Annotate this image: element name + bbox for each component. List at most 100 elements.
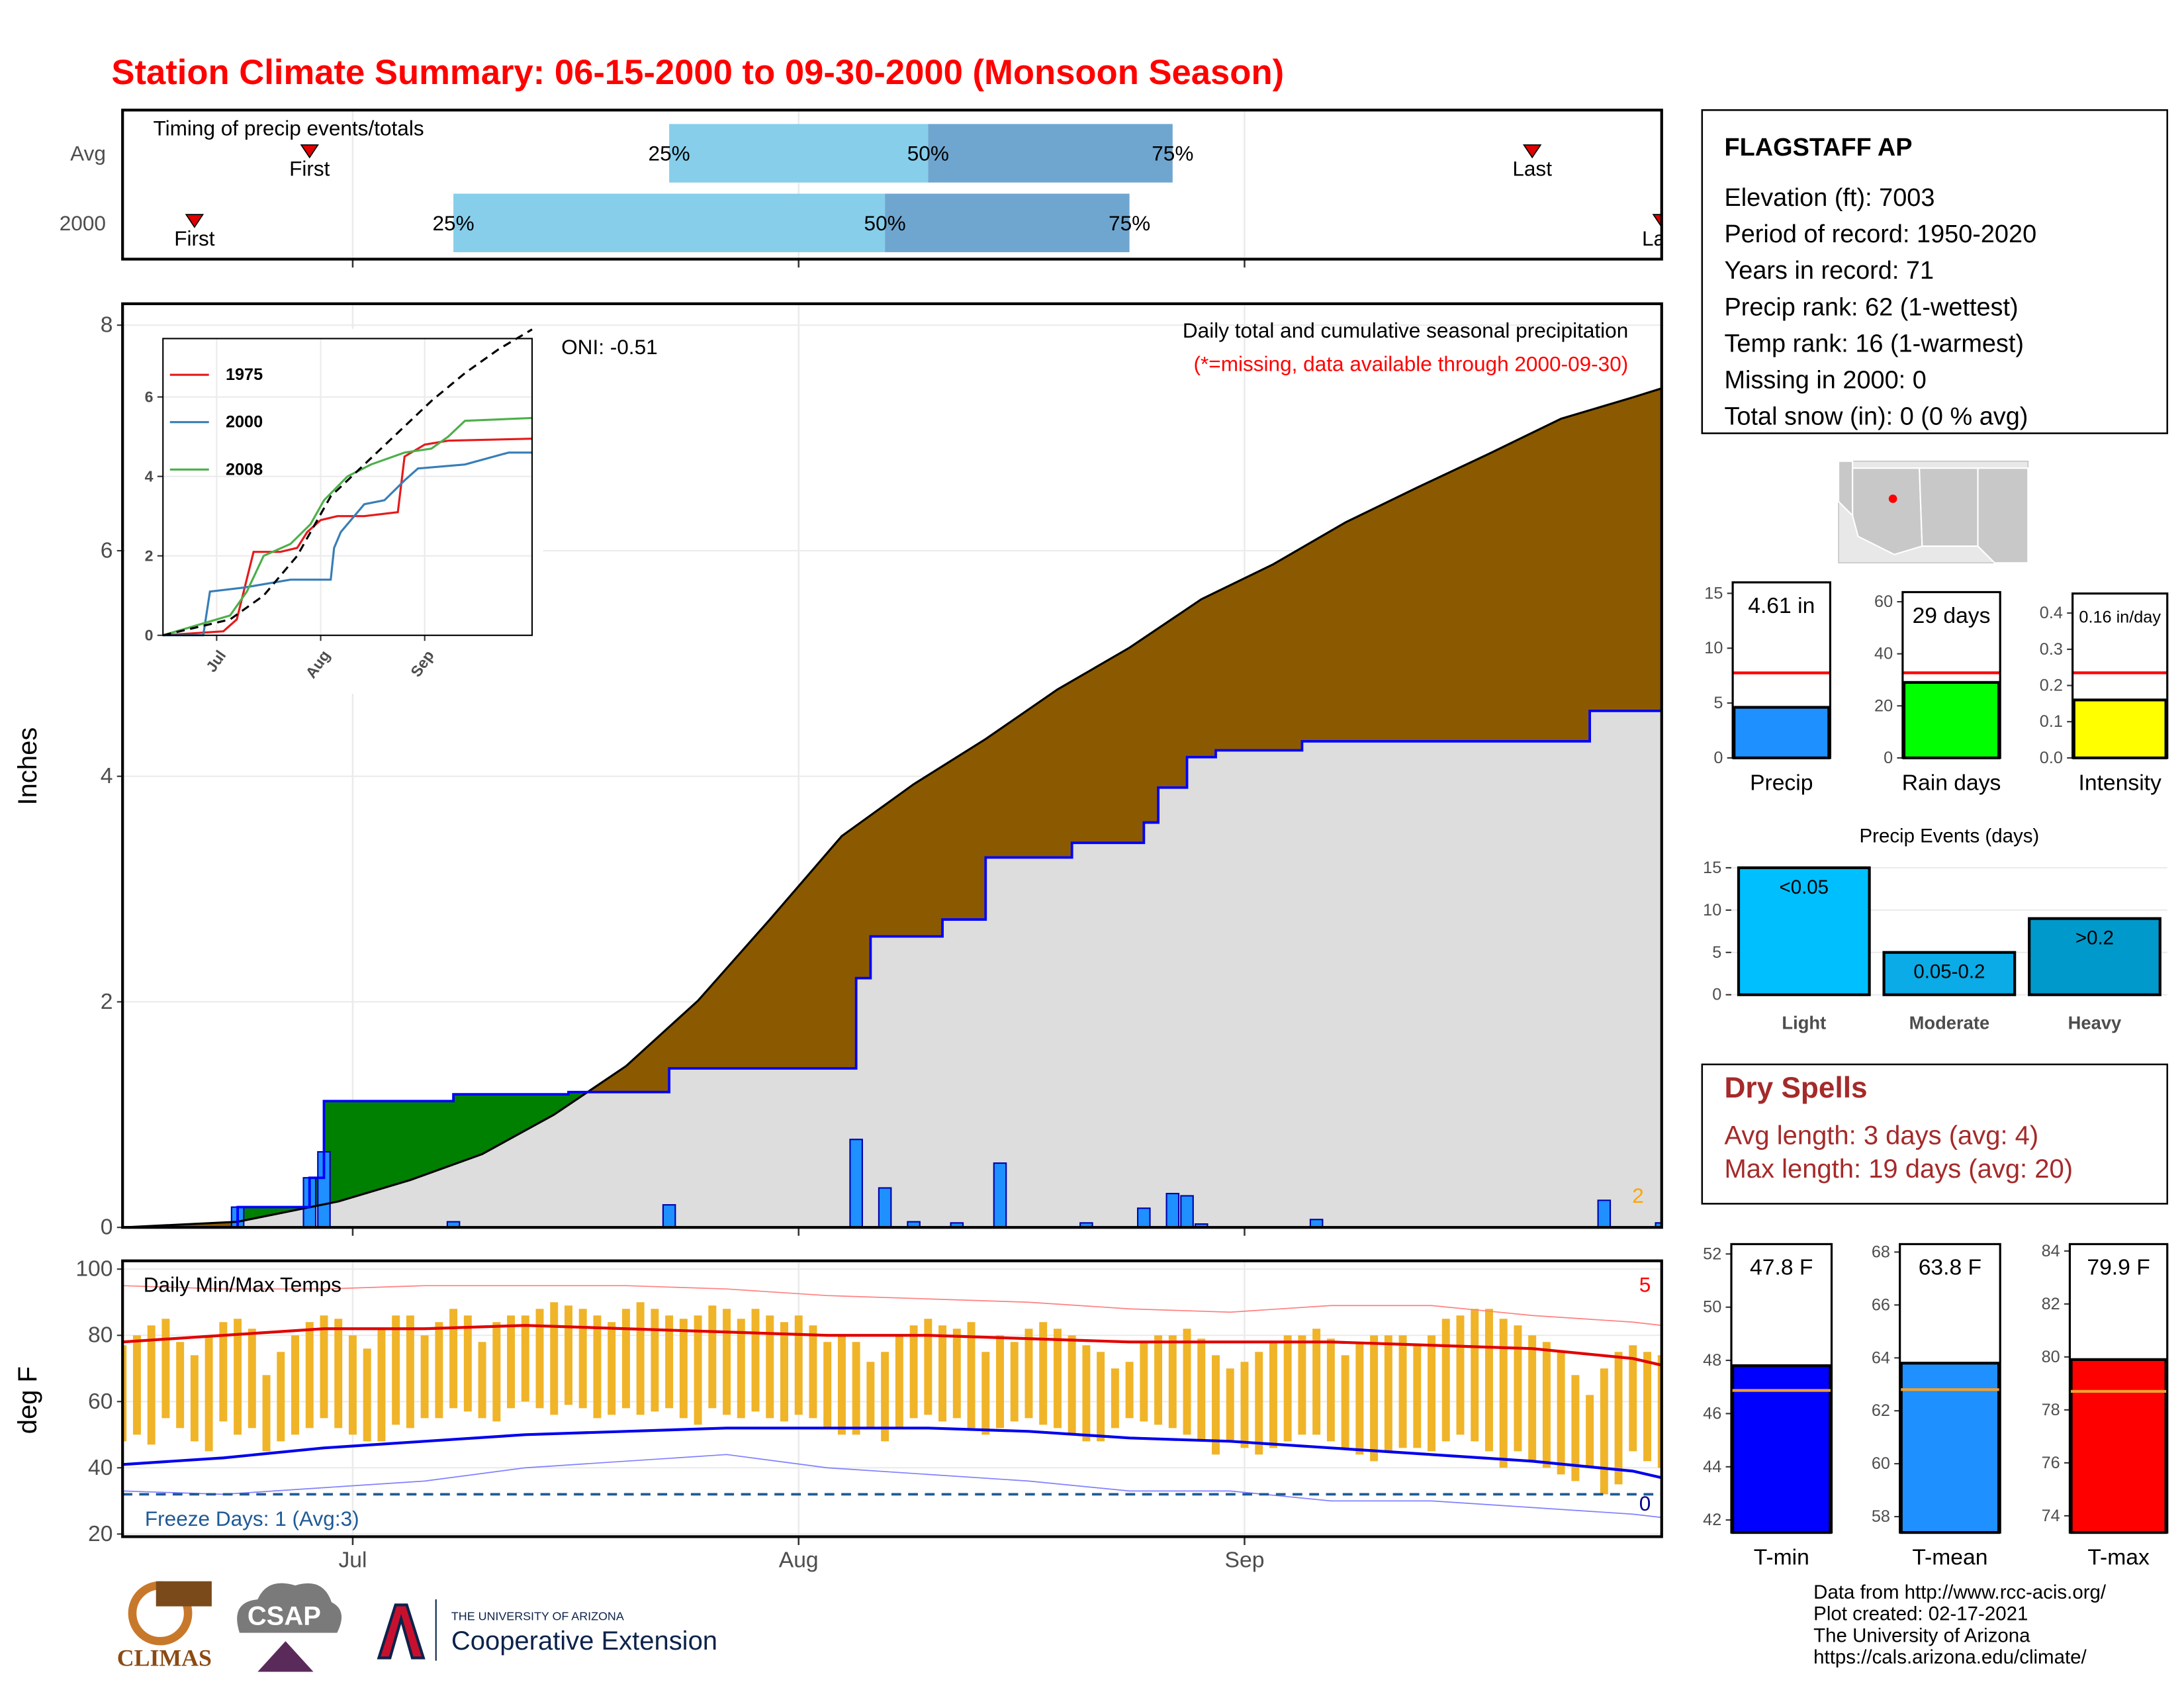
summary-bar [1902,680,2001,760]
daily-temp-bar [234,1319,242,1435]
daily-temp-bar [550,1302,559,1415]
value-label: 79.9 F [2087,1256,2150,1280]
panel-frame [121,302,1663,1229]
daily-temp-bar [1197,1338,1206,1442]
daily-temp-bar [837,1335,846,1435]
station-name: FLAGSTAFF AP [1724,134,1912,162]
y-axis-title: Inches [13,727,42,806]
y-tick-label: 60 [1874,592,1893,611]
row-label: 2000 [60,211,106,235]
legend-label: 2000 [226,413,263,432]
daily-temp-bar [463,1315,472,1412]
daily-temp-bar [737,1319,745,1419]
chart-subtitle: (*=missing, data available through 2000-… [1194,352,1629,375]
y-tick-label: 78 [2042,1401,2060,1419]
info-box [1701,109,2169,434]
daily-temp-bar [291,1335,299,1435]
daily-temp-bar [1097,1352,1105,1442]
y-tick-label: 0 [1712,986,1721,1004]
daily-temp-bar [1557,1352,1565,1475]
y-tick-label: 0 [1884,749,1893,767]
info-line: Years in record: 71 [1724,257,1934,285]
series-line [163,451,532,637]
daily-temp-bar [1240,1362,1249,1448]
daily-temp-bar [1441,1319,1450,1442]
daily-temp-bar [1125,1362,1134,1419]
summary-bar [1731,1364,1832,1534]
daily-temp-bar [219,1322,228,1422]
y-tick-label: 5 [1713,694,1723,712]
daily-temp-bar [1586,1395,1594,1468]
daily-temp-bar [981,1352,990,1435]
daily-temp-bar [1600,1368,1608,1495]
footer-line: Data from http://www.rcc-acis.org/ [1813,1581,2107,1603]
event-bar [1882,951,2017,996]
chart-title: Daily Min/Max Temps [144,1272,341,1296]
event-label: Last [1512,157,1552,181]
daily-temp-bar [535,1309,544,1409]
record-low-count: 0 [1639,1491,1651,1515]
y-tick-label: 0.0 [2040,749,2063,767]
daily-precip-bar [1180,1195,1194,1228]
category-label: Moderate [1909,1012,1990,1033]
x-tick-label: Jul [338,1548,367,1573]
logos: CLIMAS CSAP THE UNIVERSITY OF ARIZONA Co… [117,1581,717,1672]
y-tick-label: 82 [2042,1295,2060,1313]
normal-line [122,1324,1662,1367]
y-tick-label: 60 [88,1389,113,1414]
event-label: Last [1642,226,1682,250]
daily-precip-bar [849,1139,863,1228]
info-lines: Elevation (ft): 7003 Period of record: 19… [1724,184,2036,431]
daily-temp-bar [132,1335,141,1435]
y-tick-label: 58 [1872,1507,1890,1526]
daily-temp-bar [1226,1368,1234,1442]
y-tick-label: 5 [1712,943,1721,962]
daily-temp-bar [435,1322,443,1419]
footer-line: The University of Arizona [1813,1624,2030,1646]
footer-line: Plot created: 02-17-2021 [1813,1603,2028,1625]
summary-bar [1733,706,1831,760]
daily-temp-bar [521,1315,529,1402]
dry-spell-line: Max length: 19 days (avg: 20) [1724,1154,2073,1184]
daily-precip-bar [662,1204,676,1228]
event-marker [300,144,319,159]
daily-temp-bar [377,1329,386,1442]
y-tick-label: 62 [1872,1401,1890,1420]
value-label: 47.8 F [1750,1256,1813,1280]
event-marker [185,214,205,228]
daily-temp-bar [1269,1342,1277,1448]
y-tick-label: 48 [1703,1351,1721,1370]
y-tick-label: 2 [101,990,113,1014]
dry-spell-line: Avg length: 3 days (avg: 4) [1724,1121,2038,1150]
daily-precip-bar [1165,1193,1180,1228]
daily-temp-bar [277,1352,285,1442]
daily-temp-bar [1154,1335,1163,1425]
daily-temp-bar [593,1315,602,1419]
count-label: 2 [1632,1184,1644,1207]
daily-temp-bar [564,1305,572,1405]
daily-temp-bar [723,1309,731,1415]
y-tick-label: 0 [101,1215,113,1240]
daily-temp-bar [1499,1319,1508,1468]
legend-label: 1975 [226,365,263,384]
daily-temp-bar [478,1342,486,1419]
info-line: Missing in 2000: 0 [1724,367,1926,395]
quartile-label: 75% [1109,211,1150,235]
average-line [122,387,1662,1228]
daily-temp-bar [1370,1335,1379,1462]
state-shape [1919,467,1979,547]
csap-mountain [257,1641,314,1672]
daily-temp-bar [1298,1335,1306,1435]
y-tick-label: 15 [1704,584,1723,602]
y-tick-label: 42 [1703,1511,1721,1529]
daily-temp-bar [866,1362,875,1429]
daily-temp-bar [176,1342,185,1429]
quartile-bar [669,124,929,183]
daily-temp-bar [1039,1322,1048,1425]
daily-temp-bar [751,1309,760,1412]
dry-spells-title: Dry Spells [1724,1072,1867,1104]
daily-temp-bar [392,1315,400,1425]
daily-temp-bar [1614,1352,1623,1485]
climas-logo: CLIMAS [117,1645,212,1671]
